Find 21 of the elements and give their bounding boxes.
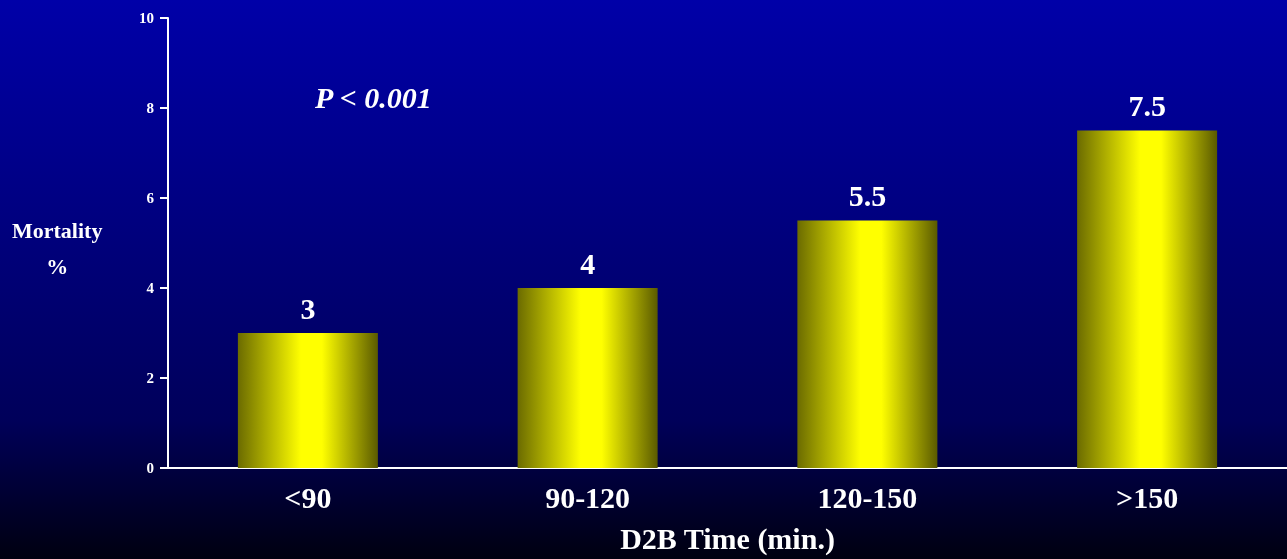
x-axis-title: D2B Time (min.) — [620, 521, 835, 556]
data-label: 5.5 — [848, 179, 887, 212]
bar — [797, 220, 938, 468]
annotation: P < 0.001 — [314, 80, 432, 114]
data-label: 7.5 — [1128, 89, 1166, 122]
bar — [517, 288, 658, 468]
data-label: 3 — [300, 291, 316, 325]
y-tick-label: 10 — [139, 10, 154, 26]
x-tick-label: 120-150 — [817, 480, 918, 514]
x-tick-label: >150 — [1116, 480, 1179, 514]
y-tick-label: 2 — [146, 370, 154, 386]
y-axis-title: Mortality % — [12, 217, 103, 279]
bar — [1077, 130, 1218, 468]
y-tick-label: 6 — [146, 190, 155, 206]
y-tick-label: 4 — [146, 280, 155, 296]
y-tick-label: 0 — [146, 460, 154, 476]
x-tick-label: <90 — [284, 480, 332, 514]
data-label: 4 — [580, 246, 596, 280]
bar — [237, 333, 378, 468]
y-tick-label: 8 — [146, 100, 154, 116]
x-tick-label: 90-120 — [545, 480, 631, 514]
